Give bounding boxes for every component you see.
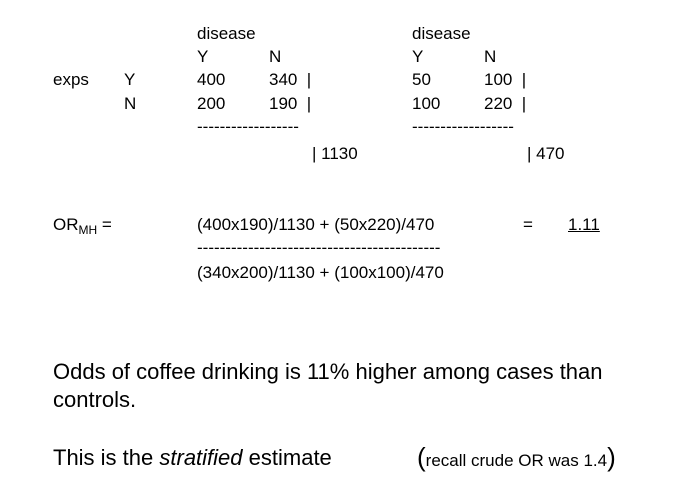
- stratified-line: This is the stratified estimate: [53, 444, 332, 472]
- conclusion-line1: Odds of coffee drinking is 11% higher am…: [53, 359, 603, 384]
- recall-text: recall crude OR was 1.4: [425, 451, 608, 470]
- table1-dashes: ------------------: [197, 117, 299, 136]
- or-subscript: MH: [78, 223, 98, 237]
- recall-close-paren: ): [607, 442, 616, 472]
- table2-cell-yy: 50: [412, 70, 431, 89]
- or-mh-label: ORMH =: [53, 215, 112, 240]
- or-equals: =: [97, 215, 112, 234]
- recall-open-paren: (: [417, 442, 426, 472]
- table1-col-n: N: [269, 47, 282, 66]
- or-text: OR: [53, 215, 79, 234]
- table1-cell-yy: 400: [197, 70, 226, 89]
- table2-dashes: ------------------: [412, 117, 514, 136]
- table1-total: | 1130: [312, 144, 358, 163]
- table2-col-y: Y: [412, 47, 424, 66]
- formula-denominator: (340x200)/1130 + (100x100)/470: [197, 263, 444, 282]
- table2-cell-ny: 100: [412, 94, 441, 113]
- formula-numerator: (400x190)/1130 + (50x220)/470: [197, 215, 435, 234]
- row-label-n: N: [124, 94, 137, 113]
- formula-result: 1.11: [568, 215, 600, 234]
- table1-cell-yn: 340 |: [269, 70, 312, 89]
- table1-cell-nn: 190 |: [269, 94, 312, 113]
- conclusion-line2: controls.: [53, 387, 137, 412]
- table2-total: | 470: [527, 144, 565, 163]
- stratified-prefix: This is the: [53, 445, 160, 470]
- table2-cell-yn: 100 |: [484, 70, 527, 89]
- table2-header: disease: [412, 24, 471, 43]
- recall-note: (recall crude OR was 1.4): [417, 443, 616, 475]
- row-label-y: Y: [124, 70, 136, 89]
- exposure-label: exps: [53, 70, 89, 89]
- table2-cell-nn: 220 |: [484, 94, 527, 113]
- stratified-word: stratified: [159, 445, 243, 470]
- formula-equals: =: [523, 215, 533, 234]
- stratified-suffix: estimate: [242, 445, 332, 470]
- table1-cell-ny: 200: [197, 94, 226, 113]
- table1-header: disease: [197, 24, 256, 43]
- table1-col-y: Y: [197, 47, 209, 66]
- formula-divider: ----------------------------------------…: [197, 238, 441, 257]
- table2-col-n: N: [484, 47, 497, 66]
